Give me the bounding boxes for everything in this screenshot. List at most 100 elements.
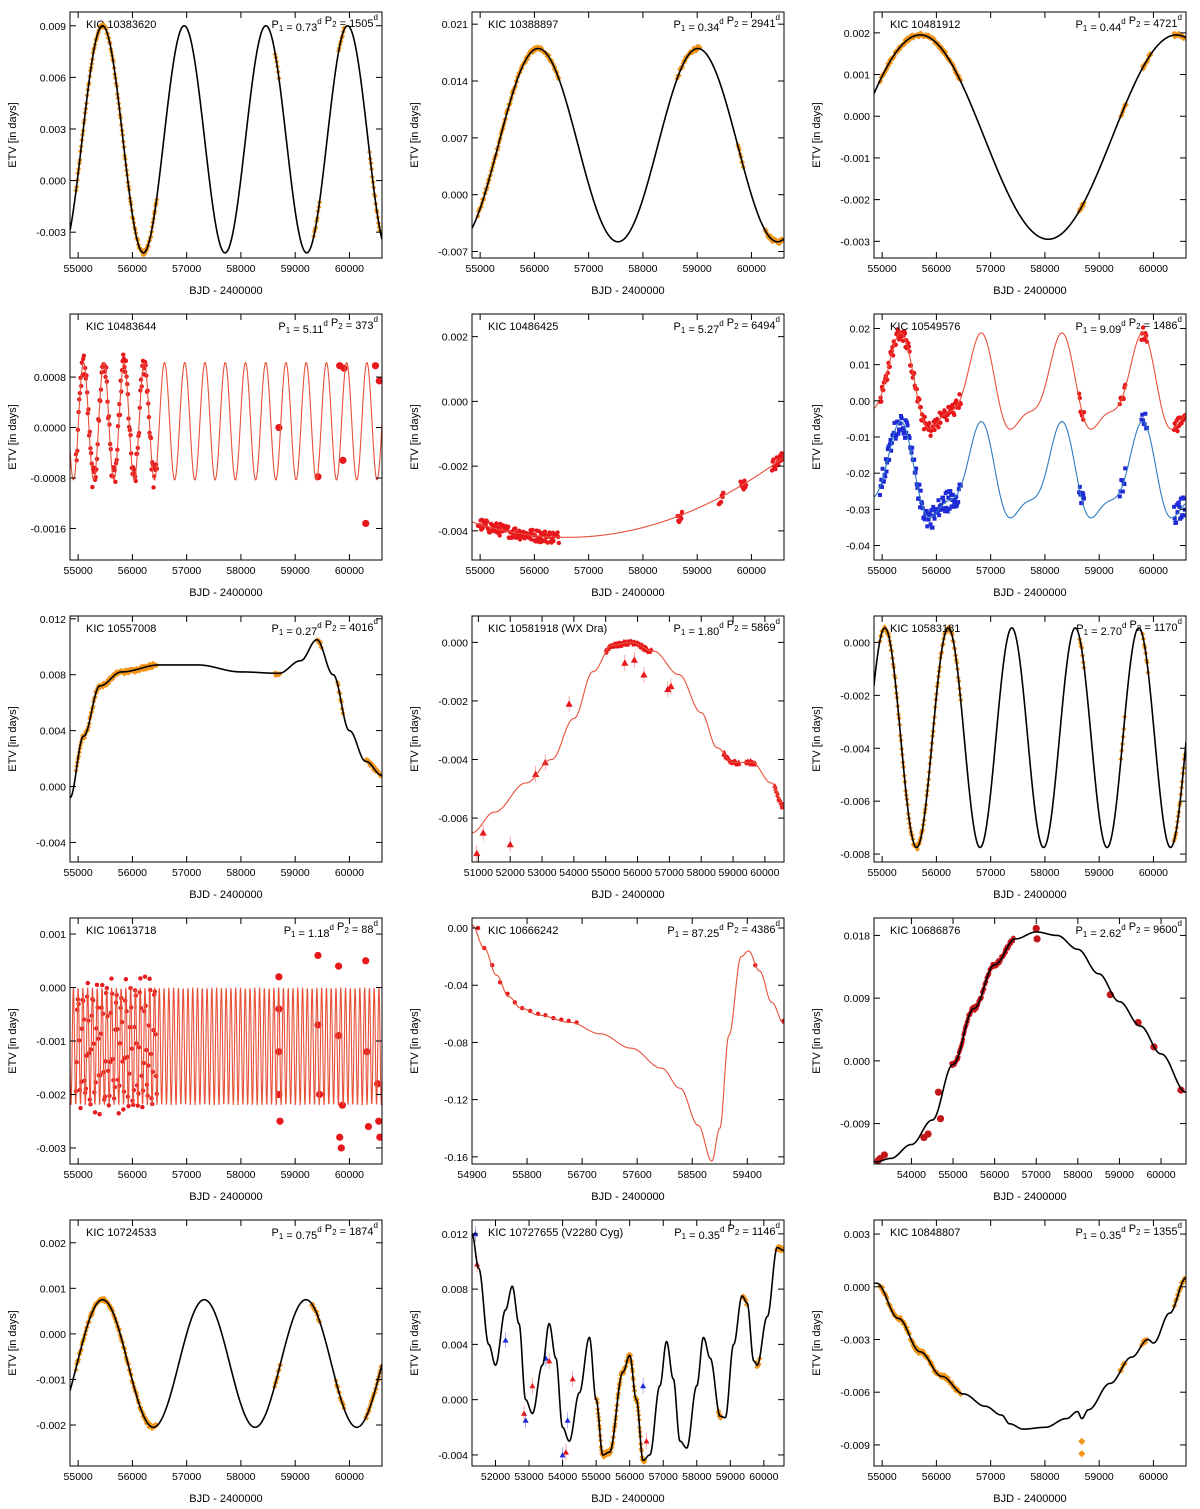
y-tick-label: -0.001 [36,1036,66,1048]
y-tick-label: -0.004 [36,837,66,849]
etv-chart-svg: 54900 55800 56700 57600 58500 59400 -0.16 -0.12… [409,917,785,1203]
data-point [559,1451,566,1458]
data-point [532,45,538,51]
x-tick-label: 58000 [628,565,657,577]
x-tick-label: 55000 [64,1471,93,1483]
x-tick-label: 57000 [172,1471,201,1483]
data-point [551,538,556,544]
x-tick-label: 60000 [335,1471,364,1483]
y-tick-label: 0.000 [40,983,66,995]
x-tick-label: 56700 [568,1169,597,1181]
data-point [338,1101,346,1109]
x-tick-label: 54000 [548,1471,577,1483]
x-axis-label: BJD - 2400000 [591,1493,664,1505]
data-point [928,522,933,527]
x-tick-label: 59000 [1085,263,1114,275]
data-point [886,444,891,449]
y-axis-label: ETV [in days] [811,404,823,469]
data-point [542,529,548,534]
x-tick-label: 57000 [976,867,1005,879]
x-tick-label: 54000 [897,1169,926,1181]
etv-chart-svg: 55000 56000 57000 58000 59000 60000 -0.008 -0.0… [811,615,1187,901]
y-tick-label: -0.003 [840,1334,870,1346]
data-point [475,925,481,931]
x-tick-label: 60000 [1139,867,1168,879]
y-tick-label: -0.002 [840,690,870,702]
data-point [948,488,953,493]
data-point [957,392,962,397]
data-point [941,495,946,500]
chart-title: KIC 10388897 [488,19,558,31]
data-point [532,770,540,778]
chart-title: KIC 10581918 (WX Dra) [488,623,607,635]
data-point [743,482,749,488]
y-tick-label: -0.009 [840,1440,870,1452]
y-tick-label: 0.0000 [34,423,66,435]
data-point [473,849,481,857]
y-tick-label: 0.002 [844,28,870,40]
x-tick-label: 57600 [623,1169,652,1181]
x-tick-label: 56000 [118,1169,147,1181]
y-tick-label: -0.002 [438,461,468,473]
x-tick-label: 55000 [582,1471,611,1483]
data-point [907,436,912,441]
data-point [889,448,894,453]
data-point [917,482,922,487]
data-point [900,338,906,344]
y-tick-label: -0.002 [36,1420,66,1432]
y-tick-label: -0.004 [438,526,468,538]
y-tick-label: 0.004 [40,726,66,738]
x-axis-label: BJD - 2400000 [591,285,664,297]
x-tick-label: 59000 [1085,565,1114,577]
chart-title: KIC 10557008 [86,623,156,635]
data-point [1123,102,1129,108]
data-point [922,414,927,420]
data-point [521,1410,527,1416]
data-point [925,1354,931,1360]
x-tick-label: 59400 [733,1169,762,1181]
data-point [1176,500,1181,505]
data-point [502,1337,509,1343]
data-point [936,1115,945,1123]
period-label: P1 = 0.75d P2 = 1874d [271,1221,378,1242]
x-tick-label: 57000 [976,1471,1005,1483]
model-curve [472,1233,784,1462]
data-point [529,1382,536,1389]
data-point [81,353,87,358]
data-point [773,784,778,789]
x-tick-label: 60000 [1139,263,1168,275]
x-tick-label: 56000 [922,867,951,879]
x-tick-label: 56000 [118,1471,147,1483]
plot-area [874,624,1186,852]
data-point [896,431,901,436]
data-point [1077,490,1082,495]
data-point [895,327,900,332]
y-axis-label: ETV [in days] [409,1310,421,1375]
data-point [939,503,944,508]
data-point [1079,501,1084,506]
data-point [941,499,946,504]
y-tick-label: -0.004 [438,1450,468,1462]
data-point [1123,466,1128,471]
x-tick-label: 58000 [226,867,255,879]
etv-panel: 55000 56000 57000 58000 59000 60000 -0.007 0.00… [402,0,798,300]
data-point [1120,478,1125,483]
plot-frame [471,917,785,1165]
data-point [1142,422,1147,427]
data-point [275,973,283,981]
x-tick-label: 58000 [682,1471,711,1483]
y-axis-label: ETV [in days] [7,404,19,469]
data-point [693,47,700,54]
etv-panel: 54900 55800 56700 57600 58500 59400 -0.16 -0.12… [402,906,798,1206]
data-point [1181,496,1186,501]
data-point [945,1375,951,1381]
data-point [115,424,121,429]
data-point [956,487,961,492]
x-tick-label: 55000 [868,263,897,275]
data-point [1141,418,1146,423]
x-tick-label: 54900 [457,1169,486,1181]
y-tick-label: -0.009 [840,1119,870,1131]
data-point [135,1103,140,1108]
y-axis-label: ETV [in days] [409,102,421,167]
x-tick-label: 58000 [1063,1169,1092,1181]
